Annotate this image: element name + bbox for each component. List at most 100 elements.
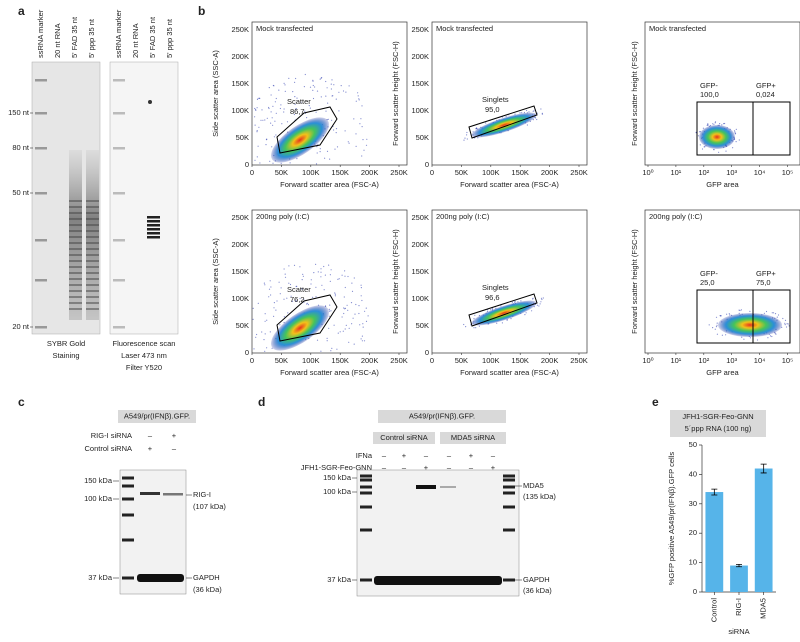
event-dot xyxy=(365,320,368,322)
event-dot xyxy=(703,146,705,148)
event-dot xyxy=(283,82,285,84)
band-label: (107 kDa) xyxy=(193,502,226,511)
event-dot xyxy=(254,116,256,118)
event-dot xyxy=(336,146,339,148)
event-dot xyxy=(273,315,275,317)
gate-value: 100,0 xyxy=(700,90,719,99)
event-dot xyxy=(272,84,274,87)
event-dot xyxy=(254,107,256,110)
y-tick-label: 40 xyxy=(689,469,697,478)
event-dot xyxy=(268,107,270,110)
band xyxy=(69,284,82,286)
event-dot xyxy=(320,350,322,352)
ladder-band xyxy=(360,505,372,509)
group-box xyxy=(440,432,506,444)
event-dot xyxy=(306,302,309,304)
event-dot xyxy=(716,324,718,326)
event-dot xyxy=(506,319,508,321)
event-dot xyxy=(315,163,318,165)
event-dot xyxy=(466,131,468,134)
event-dot xyxy=(260,119,262,121)
density xyxy=(271,305,329,351)
event-dot xyxy=(333,324,335,326)
event-dot xyxy=(464,137,466,139)
sign: – xyxy=(402,463,407,472)
ladder-band xyxy=(35,79,47,82)
event-dot xyxy=(733,130,736,132)
band xyxy=(416,485,436,489)
event-dot xyxy=(319,151,321,153)
event-dot xyxy=(301,279,303,281)
event-dot xyxy=(271,117,273,119)
event-dot xyxy=(491,308,493,310)
x-tick-label: 150K xyxy=(511,168,529,177)
lane-label: 20 nt RNA xyxy=(53,23,62,58)
y-tick-label: 50K xyxy=(236,321,249,330)
x-tick-label: 10⁰ xyxy=(642,168,653,177)
event-dot xyxy=(366,138,368,140)
y-tick-label: 200K xyxy=(231,52,249,61)
event-dot xyxy=(358,305,360,307)
panel-label: b xyxy=(198,4,205,18)
event-dot xyxy=(323,289,325,291)
event-dot xyxy=(362,326,364,328)
band xyxy=(69,206,82,208)
band xyxy=(140,492,160,495)
band-label: GAPDH xyxy=(193,573,220,582)
event-dot xyxy=(739,309,741,312)
sign: – xyxy=(424,451,429,460)
event-dot xyxy=(283,111,285,113)
event-dot xyxy=(363,340,366,342)
band xyxy=(86,296,99,298)
x-tick-label: 0 xyxy=(430,356,434,365)
band xyxy=(86,242,99,244)
band xyxy=(147,216,160,219)
panel-label: e xyxy=(652,395,659,409)
event-dot xyxy=(531,310,533,312)
event-dot xyxy=(324,157,326,159)
event-dot xyxy=(538,305,540,307)
event-dot xyxy=(300,101,302,103)
event-dot xyxy=(261,331,263,333)
event-dot xyxy=(295,108,297,110)
ladder-band xyxy=(113,147,125,150)
ladder-band xyxy=(503,485,515,489)
event-dot xyxy=(466,134,468,136)
event-dot xyxy=(540,301,542,303)
plot-frame xyxy=(251,21,408,166)
band xyxy=(86,284,99,286)
event-dot xyxy=(355,133,357,135)
event-dot xyxy=(266,138,268,140)
event-dot xyxy=(719,123,721,125)
event-dot xyxy=(299,266,301,268)
event-dot xyxy=(280,287,282,289)
event-dot xyxy=(771,312,773,314)
band xyxy=(86,218,99,220)
event-dot xyxy=(465,326,467,328)
event-dot xyxy=(347,141,349,143)
panel-label: a xyxy=(18,4,25,18)
ladder-band xyxy=(113,192,125,195)
y-tick-label: 100K xyxy=(231,294,249,303)
event-dot xyxy=(336,348,338,350)
gel-caption: Laser 473 nm xyxy=(121,351,167,360)
band xyxy=(86,248,99,250)
event-dot xyxy=(256,131,258,133)
event-dot xyxy=(360,287,362,289)
event-dot xyxy=(360,118,362,120)
event-dot xyxy=(269,280,271,282)
plot-frame xyxy=(644,209,800,354)
event-dot xyxy=(361,126,363,128)
event-dot xyxy=(473,318,475,320)
event-dot xyxy=(721,334,724,336)
gel xyxy=(109,61,179,335)
event-dot xyxy=(269,331,271,333)
event-dot xyxy=(288,282,290,284)
event-dot xyxy=(735,141,737,143)
event-dot xyxy=(330,83,332,85)
event-dot xyxy=(264,313,266,315)
y-tick-label: 100K xyxy=(411,106,429,115)
ladder-band xyxy=(35,147,47,150)
bar xyxy=(705,492,724,592)
